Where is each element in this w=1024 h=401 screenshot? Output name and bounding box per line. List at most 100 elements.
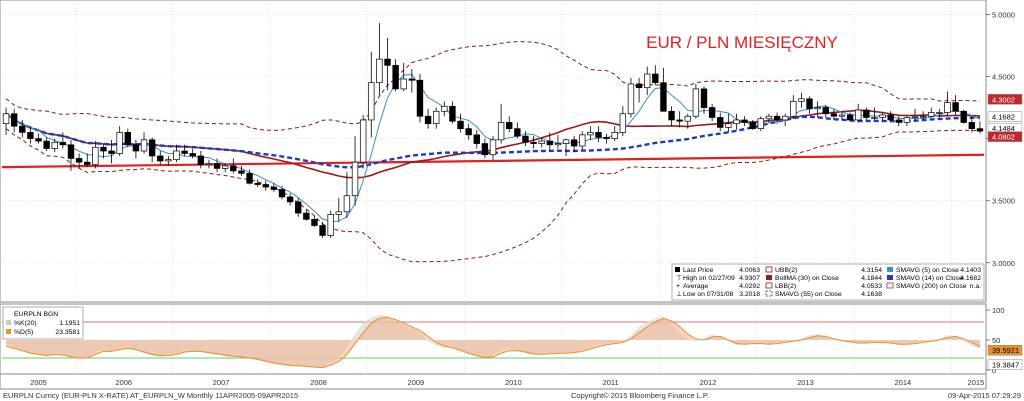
candle-body bbox=[944, 102, 951, 113]
candle-body bbox=[295, 201, 302, 214]
osc-flag-label: 19.3847 bbox=[992, 360, 1019, 369]
candle-body bbox=[173, 150, 180, 161]
x-tick-label: 2009 bbox=[408, 378, 425, 387]
candle-body bbox=[863, 109, 870, 118]
candle-body bbox=[384, 58, 391, 66]
candle-body bbox=[489, 139, 497, 156]
legend-value-lbb: 4.0533 bbox=[861, 283, 882, 290]
legend-label-sma55: SMAVG (55) on Close bbox=[775, 291, 842, 298]
candle-body bbox=[213, 163, 221, 169]
legend-label-low: Low on 07/31/08 bbox=[683, 291, 733, 298]
candle-body bbox=[952, 102, 959, 112]
candle-body bbox=[919, 115, 927, 118]
y-tick-label: 3.5000 bbox=[992, 197, 1015, 206]
candle-body bbox=[570, 139, 578, 147]
legend-label-ubb: UBB(2) bbox=[775, 267, 797, 274]
candle-body bbox=[19, 125, 26, 133]
legend-label-last-price: Last Price bbox=[683, 267, 713, 274]
candle-body bbox=[205, 163, 213, 166]
oscillator-series-layer bbox=[5, 314, 981, 369]
x-tick-label: 2010 bbox=[505, 378, 522, 387]
candle-body bbox=[830, 113, 838, 117]
legend-value-bollma: 4.1844 bbox=[861, 275, 882, 282]
candle-body bbox=[303, 212, 310, 220]
candle-body bbox=[400, 78, 407, 90]
average-marker-icon: + bbox=[676, 283, 680, 290]
candle-body bbox=[473, 134, 480, 144]
x-tick-label: 2006 bbox=[115, 378, 132, 387]
candle-body bbox=[822, 107, 829, 115]
candle-body bbox=[530, 141, 537, 144]
candle-body bbox=[441, 105, 448, 112]
candle-body bbox=[100, 146, 107, 152]
candle-body bbox=[140, 139, 148, 152]
price-flag-label: 4.1682 bbox=[992, 113, 1015, 122]
x-tick-label: 2014 bbox=[894, 378, 911, 387]
oscillator-legend: EURPLN BGN %K(20) 1.1951 %D(5) 23.3581 bbox=[2, 306, 84, 340]
oscillator-d-label: %D(5) bbox=[14, 329, 33, 336]
candle-body bbox=[286, 196, 294, 203]
sma14-swatch-icon bbox=[887, 275, 893, 280]
candle-body bbox=[408, 78, 416, 81]
candle-body bbox=[798, 98, 805, 102]
price-flag bbox=[987, 94, 1023, 105]
candle-body bbox=[579, 134, 586, 147]
candle-body bbox=[506, 122, 513, 129]
candle-body bbox=[132, 144, 140, 152]
legend-label-bollma: BollMA (30) on Close bbox=[775, 275, 839, 282]
candlesticks bbox=[2, 23, 984, 238]
candle-body bbox=[855, 109, 862, 121]
candle-body bbox=[416, 79, 424, 117]
candle-body bbox=[92, 146, 99, 166]
candle-body bbox=[587, 132, 594, 136]
footer-timestamp: 09-Apr-2015 07:29:29 bbox=[948, 391, 1021, 400]
x-axis-band bbox=[0, 373, 987, 390]
candle-body bbox=[968, 122, 976, 129]
candle-body bbox=[43, 140, 50, 149]
legend-label-sma200: SMAVG (200) on Close bbox=[896, 283, 967, 290]
sma55-swatch-icon bbox=[765, 290, 773, 297]
candle-body bbox=[35, 138, 42, 142]
k-swatch-icon bbox=[6, 320, 11, 325]
x-tick-label: 2012 bbox=[700, 378, 717, 387]
candle-body bbox=[246, 173, 253, 184]
candle-body bbox=[189, 153, 196, 157]
footer-copyright: Copyright© 2015 Bloomberg Finance L.P. bbox=[571, 391, 709, 400]
candle-body bbox=[2, 113, 10, 125]
footer-security: EURPLN Curncy (EUR-PLN X-RATE) AT_EURPLN… bbox=[3, 391, 298, 400]
candle-body bbox=[619, 113, 627, 133]
candle-body bbox=[757, 118, 765, 130]
price-flag-label: 4.0802 bbox=[992, 133, 1015, 142]
candle-body bbox=[351, 161, 359, 197]
legend-value-sma55: 4.1638 bbox=[861, 291, 882, 298]
candle-body bbox=[708, 107, 716, 118]
candle-body bbox=[432, 110, 440, 125]
candle-body bbox=[457, 120, 464, 129]
candle-body bbox=[879, 114, 886, 118]
candle-body bbox=[108, 150, 115, 154]
legend-label-sma14: SMAVG (14) on Close bbox=[896, 275, 963, 282]
upper-bollinger-band bbox=[5, 41, 980, 131]
candle-body bbox=[343, 195, 351, 213]
candle-body bbox=[327, 213, 334, 236]
candle-body bbox=[611, 132, 618, 139]
x-tick-label: 2013 bbox=[797, 378, 814, 387]
y-tick-label: 3.0000 bbox=[992, 259, 1015, 268]
candle-body bbox=[75, 158, 83, 163]
candle-body bbox=[497, 122, 505, 141]
candle-body bbox=[644, 73, 651, 89]
candle-body bbox=[165, 159, 172, 162]
candle-body bbox=[359, 119, 367, 163]
candle-body bbox=[814, 107, 821, 110]
candle-body bbox=[84, 161, 91, 166]
candle-body bbox=[773, 115, 781, 121]
legend-value-average: 4.0292 bbox=[739, 283, 760, 290]
osc-flag-label: 39.5921 bbox=[992, 346, 1019, 355]
d-line bbox=[5, 316, 981, 369]
candle-body bbox=[595, 132, 602, 138]
lower-bollinger-band bbox=[5, 128, 980, 263]
candle-body bbox=[124, 132, 131, 146]
legend: Last Price 4.0063 ⊤ High on 02/27/09 4.9… bbox=[671, 263, 985, 301]
